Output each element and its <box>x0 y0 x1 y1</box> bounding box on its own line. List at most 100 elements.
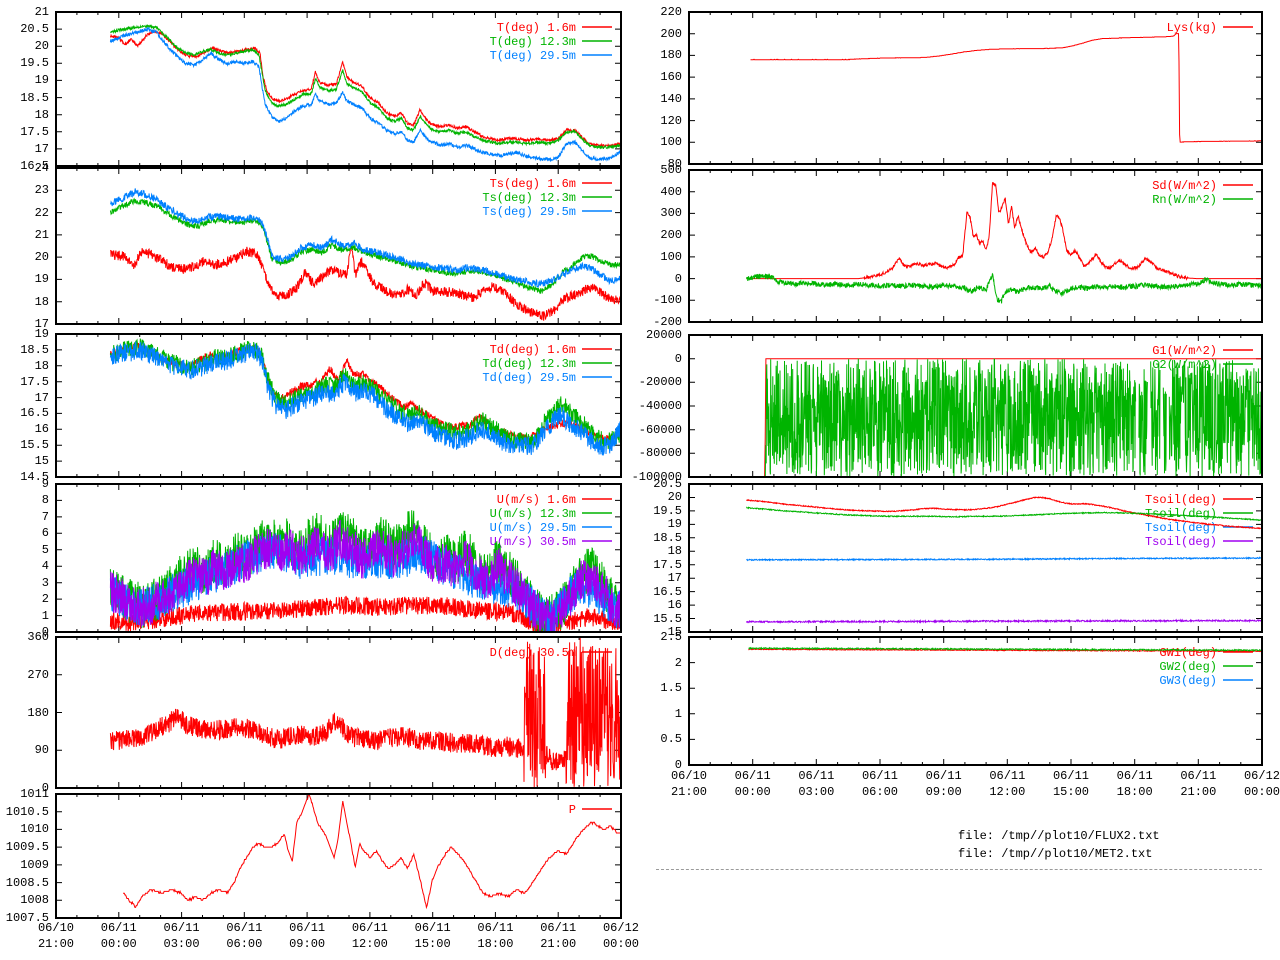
plot-border <box>688 334 1263 478</box>
panel-air-temperature: T(deg) 1.6m T(deg) 12.3m T(deg) 29.5m <box>55 11 622 167</box>
legend-label: Tsoil(deg) <box>1145 535 1217 549</box>
series-g1 <box>750 358 1262 477</box>
y-tick-label: -100 <box>653 293 682 308</box>
legend-label: U(m/s) 12.3m <box>490 507 576 521</box>
legend-label: Sd(W/m^2) <box>1152 179 1217 193</box>
legend-label: GW1(deg) <box>1159 646 1217 660</box>
x-tick-label: 00:00 <box>100 937 137 951</box>
panel-soil-heat-flux: G1(W/m^2) G2(W/m^2) <box>688 334 1263 478</box>
y-tick-label: 180 <box>660 48 682 63</box>
x-tick-label: 21:00 <box>37 937 74 951</box>
panel-dewpoint-temperature: Td(deg) 1.6m Td(deg) 12.3m Td(deg) 29.5m <box>55 333 622 478</box>
y-tick-label: 18.5 <box>653 530 682 545</box>
x-tick-label: 21:00 <box>1180 785 1217 799</box>
y-tick-label: 180 <box>27 705 49 720</box>
y-tick-label: 90 <box>34 743 49 758</box>
legend-label: Lys(kg) <box>1167 21 1217 35</box>
plot-area-lysimeter: Lys(kg) <box>688 11 1263 165</box>
legend-label: Rn(W/m^2) <box>1152 193 1217 207</box>
series-g2 <box>1168 359 1263 477</box>
legend-label: Ts(deg) 1.6m <box>490 177 576 191</box>
y-tick-label: 16.5 <box>20 159 49 173</box>
y-tick-label: 20.5 <box>20 22 49 37</box>
y-tick-label: -200 <box>653 315 682 329</box>
legend-label: Tsoil(deg) <box>1145 493 1217 507</box>
y-tick-label: 19.5 <box>20 56 49 71</box>
x-tick-label: 15:00 <box>1052 785 1089 799</box>
series-td-1-6m <box>109 341 622 444</box>
plot-border <box>55 483 622 633</box>
y-tick-label: 22 <box>34 205 49 220</box>
y-tick-label: 19 <box>34 272 49 287</box>
y-tick-label: 17.5 <box>20 374 49 389</box>
y-tick-label: 120 <box>660 113 682 128</box>
y-tick-label: 20000 <box>645 328 682 342</box>
y-tick-label: 19.5 <box>653 503 682 518</box>
series-g2 <box>1138 369 1148 476</box>
x-tick-label: 06/11 <box>1116 769 1153 783</box>
legend-label: U(m/s) 1.6m <box>497 493 576 507</box>
y-tick-label: 1 <box>41 608 49 623</box>
x-tick-label: 18:00 <box>477 937 514 951</box>
x-tick-label: 06:00 <box>226 937 263 951</box>
y-tick-label: 17.5 <box>20 124 49 139</box>
series-tsoil-1 <box>746 496 1263 530</box>
plot-border <box>688 636 1263 766</box>
y-tick-label: 100 <box>660 135 682 150</box>
legend-label: G1(W/m^2) <box>1152 344 1217 358</box>
y-tick-label: 1009.5 <box>5 840 49 855</box>
y-tick-label: 15.5 <box>20 438 49 453</box>
y-tick-label: 16 <box>34 422 49 437</box>
y-tick-label: 0 <box>674 351 682 366</box>
x-tick-label: 06/10 <box>670 769 707 783</box>
plot-border <box>55 167 622 325</box>
y-tick-label: 18 <box>34 294 49 309</box>
x-tick-label: 06/11 <box>1052 769 1089 783</box>
x-tick-label: 06/11 <box>351 921 388 935</box>
plot-area-wind-direction: D(deg) 30.5m <box>55 636 622 789</box>
x-tick-label: 06/11 <box>861 769 898 783</box>
y-tick-label: 1008 <box>20 893 49 908</box>
y-tick-label: 21 <box>34 5 49 19</box>
series-sd <box>746 182 1262 281</box>
plot-area-soil-heat-flux: G1(W/m^2)G2(W/m^2) <box>688 334 1263 478</box>
legend-label: P <box>569 803 576 817</box>
x-tick-label: 06/12 <box>1243 769 1280 783</box>
y-tick-label: 14.5 <box>20 470 49 484</box>
series-rn <box>745 272 1263 304</box>
source-file-line: file: /tmp//plot10/MET2.txt <box>958 847 1153 861</box>
y-tick-label: 16 <box>667 598 682 613</box>
panel-wind-speed: U(m/s) 1.6m U(m/s) 12.3m U(m/s) 29.5m U(m/s… <box>55 483 622 633</box>
plot-area-air-temperature: T(deg) 1.6mT(deg) 12.3mT(deg) 29.5m <box>55 11 622 167</box>
plot-border <box>55 793 622 919</box>
y-tick-label: 0 <box>674 758 682 772</box>
legend-label: Tsoil(deg) <box>1145 507 1217 521</box>
x-tick-label: 06/11 <box>798 769 835 783</box>
series-gw2 <box>748 646 1263 653</box>
y-tick-label: 17 <box>34 390 49 405</box>
y-tick-label: -100000 <box>631 470 682 484</box>
y-tick-label: 8 <box>41 493 49 508</box>
y-tick-label: 18 <box>667 544 682 559</box>
legend-label: GW3(deg) <box>1159 674 1217 688</box>
y-tick-label: 200 <box>660 26 682 41</box>
y-tick-label: 15.5 <box>653 611 682 626</box>
panel-radiation: Sd(W/m^2) Rn(W/m^2) <box>688 169 1263 323</box>
x-tick-label: 06:00 <box>861 785 898 799</box>
y-tick-label: 17 <box>667 571 682 586</box>
y-tick-label: 17 <box>34 141 49 156</box>
y-tick-label: 24 <box>34 161 49 175</box>
y-tick-label: -60000 <box>638 422 682 437</box>
x-tick-label: 12:00 <box>351 937 388 951</box>
y-tick-label: -40000 <box>638 399 682 413</box>
x-tick-label: 06/12 <box>602 921 639 935</box>
panel-lysimeter: Lys(kg) <box>688 11 1263 165</box>
y-tick-label: 20.5 <box>653 477 682 491</box>
y-tick-label: 9 <box>41 477 49 491</box>
x-tick-label: 06/11 <box>163 921 200 935</box>
series-g2 <box>750 358 1137 477</box>
y-tick-label: 20 <box>34 250 49 265</box>
